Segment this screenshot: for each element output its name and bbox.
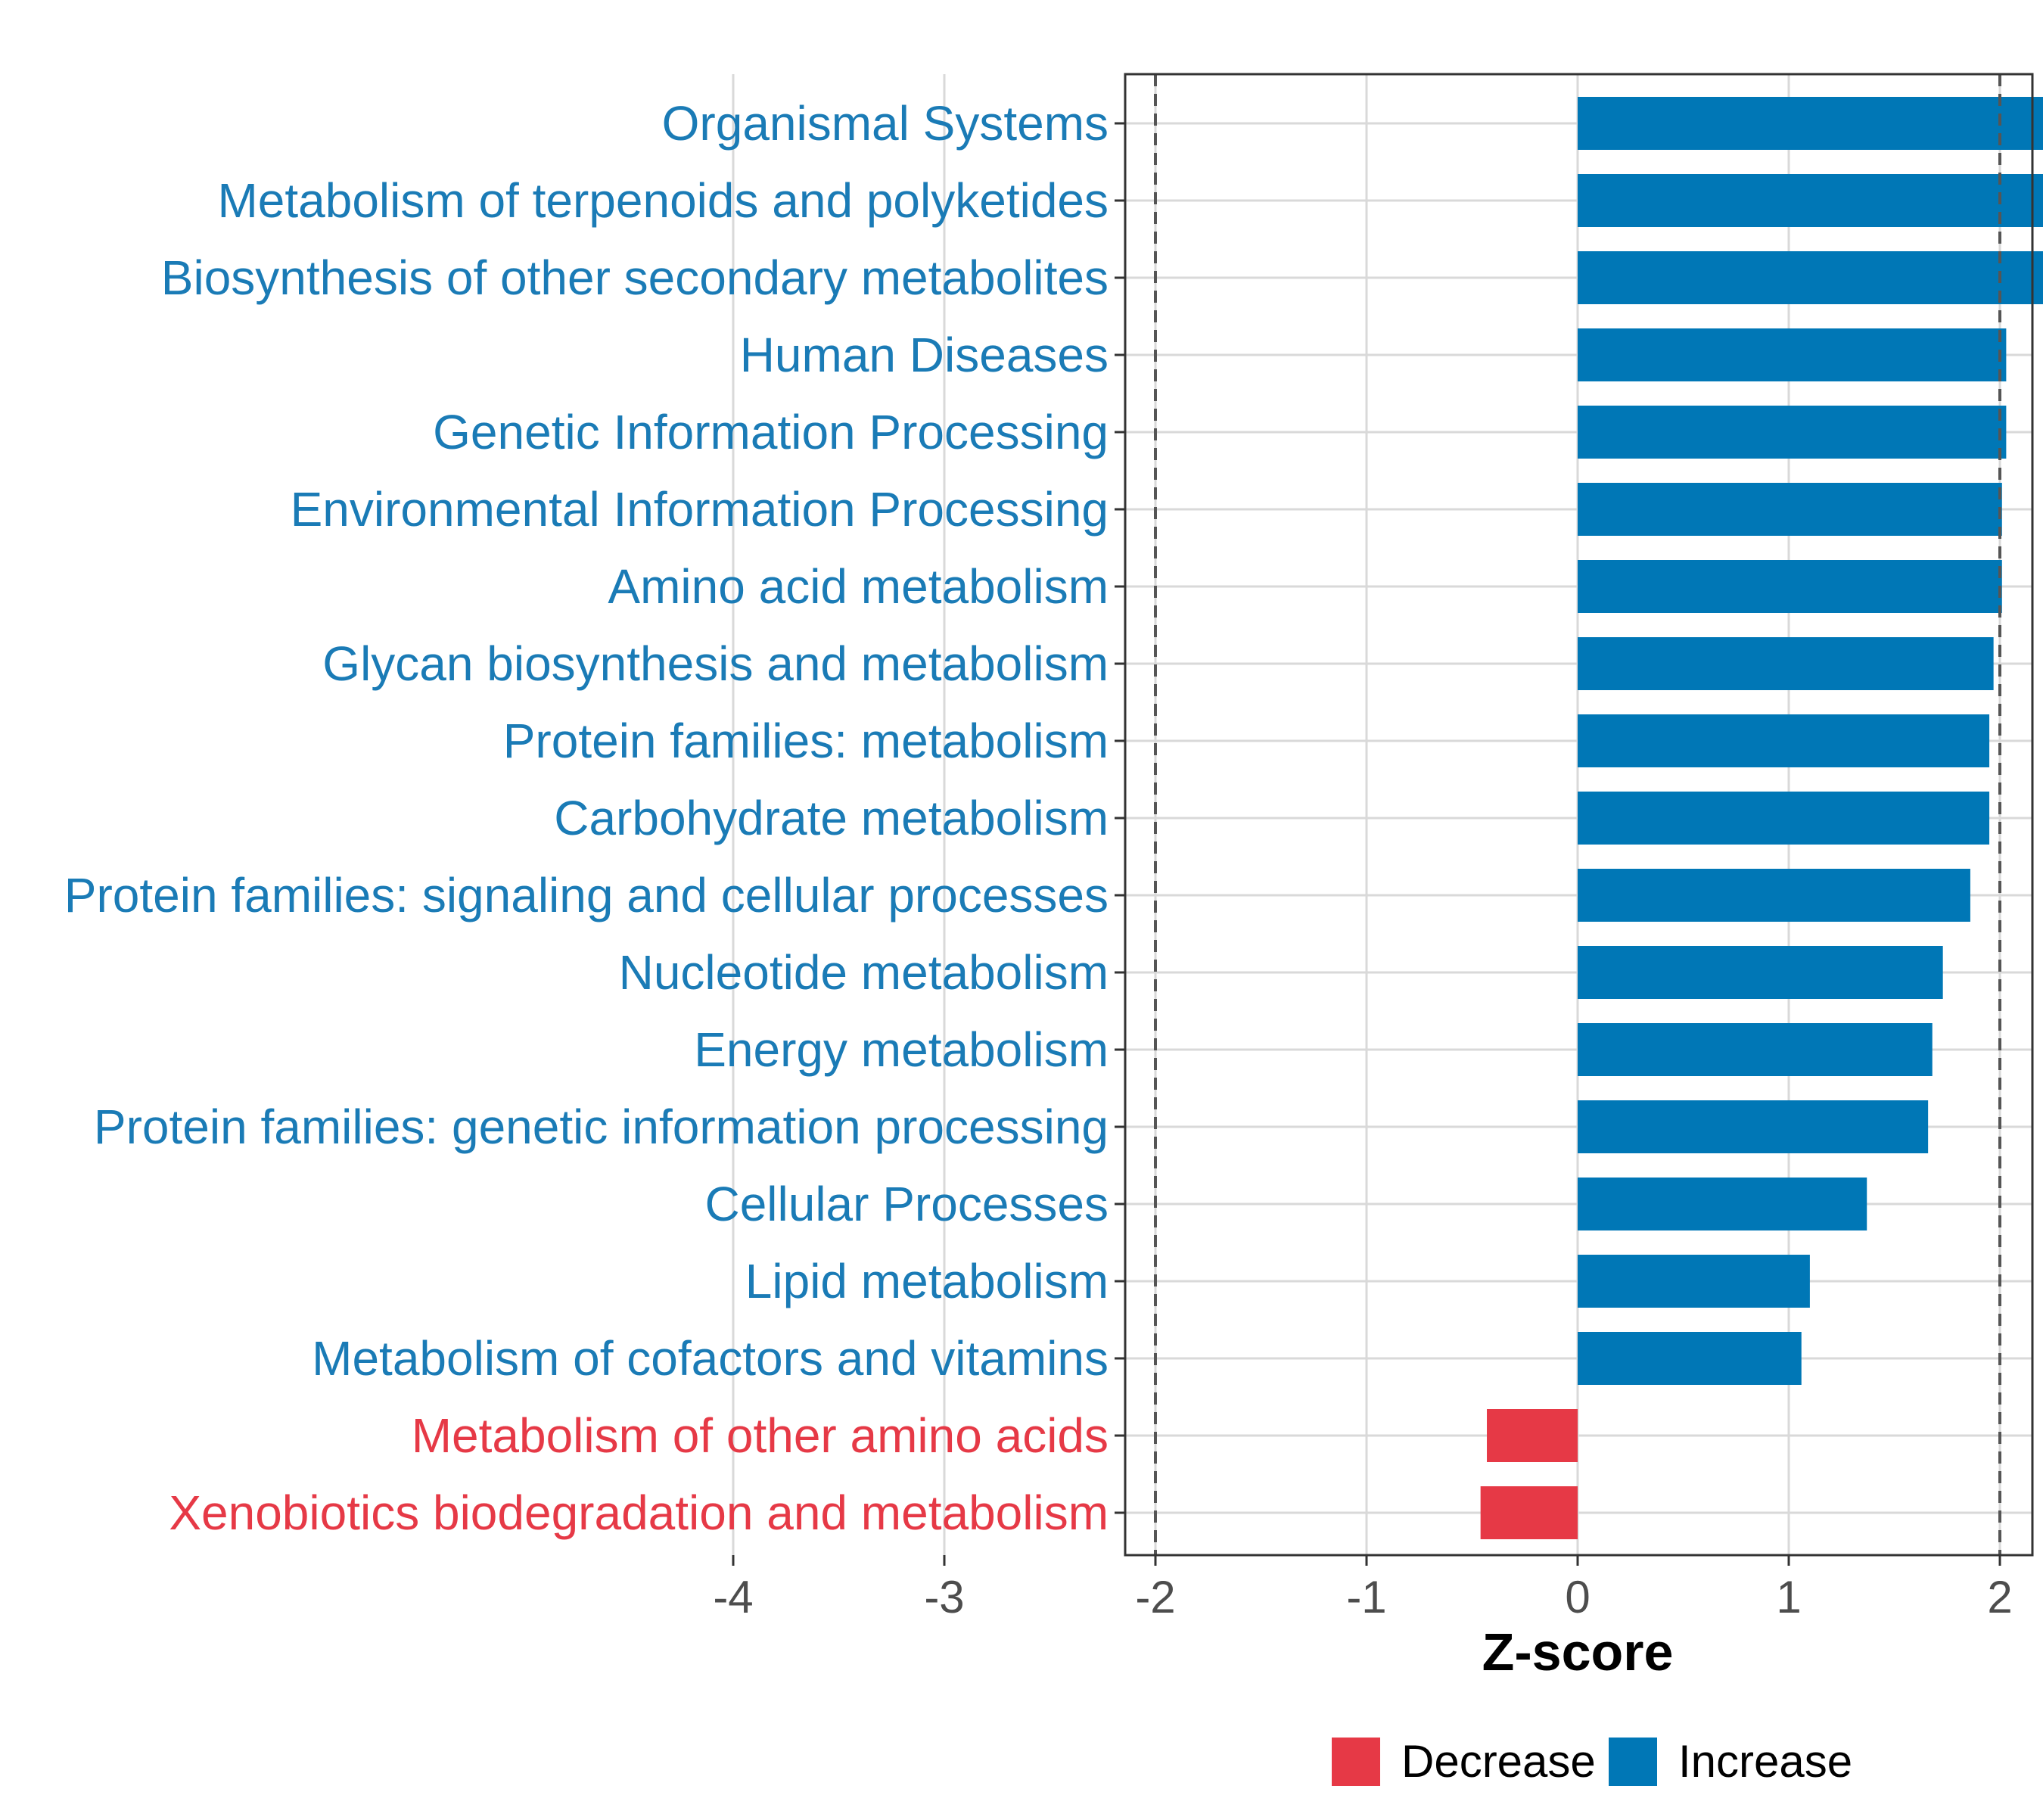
bar-xenobiotics-biodegradation-and-metabolism xyxy=(1480,1486,1578,1539)
bar-environmental-information-processing xyxy=(1578,483,2002,536)
category-label: Lipid metabolism xyxy=(745,1254,1109,1308)
bar-amino-acid-metabolism xyxy=(1578,560,2002,613)
category-label: Human Diseases xyxy=(740,328,1109,382)
bar-protein-families-genetic-information-processing xyxy=(1578,1100,1929,1153)
bar-cellular-processes xyxy=(1578,1178,1867,1230)
category-label: Biosynthesis of other secondary metaboli… xyxy=(161,250,1109,305)
bar-protein-families-metabolism xyxy=(1578,714,1990,767)
bar-glycan-biosynthesis-and-metabolism xyxy=(1578,637,1994,690)
bar-genetic-information-processing xyxy=(1578,406,2007,459)
legend-label-increase: Increase xyxy=(1678,1736,1852,1787)
category-label: Xenobiotics biodegradation and metabolis… xyxy=(169,1486,1109,1540)
category-label: Environmental Information Processing xyxy=(291,482,1109,537)
category-label: Metabolism of terpenoids and polyketides xyxy=(217,173,1109,228)
category-label: Protein families: signaling and cellular… xyxy=(64,868,1109,922)
category-label: Genetic Information Processing xyxy=(433,405,1109,459)
category-label: Glycan biosynthesis and metabolism xyxy=(322,636,1109,691)
bar-carbohydrate-metabolism xyxy=(1578,792,1990,845)
category-label: Energy metabolism xyxy=(694,1022,1109,1077)
x-tick-label: 0 xyxy=(1565,1572,1590,1622)
legend-label-decrease: Decrease xyxy=(1401,1736,1596,1787)
bar-protein-families-signaling-and-cellular-processes xyxy=(1578,869,1970,922)
x-axis-title: Z-score xyxy=(1482,1622,1674,1682)
x-tick-label: 2 xyxy=(1987,1572,2012,1622)
category-label: Metabolism of other amino acids xyxy=(412,1408,1109,1463)
category-label: Amino acid metabolism xyxy=(608,559,1109,614)
bar-energy-metabolism xyxy=(1578,1023,1933,1076)
bar-metabolism-of-other-amino-acids xyxy=(1487,1409,1578,1462)
category-label: Organismal Systems xyxy=(662,96,1109,151)
bar-organismal-systems xyxy=(1578,97,2043,150)
x-tick-label: -1 xyxy=(1346,1572,1386,1622)
legend: Decrease Increase xyxy=(1332,1736,1852,1787)
bar-metabolism-of-terpenoids-and-polyketides xyxy=(1578,174,2043,227)
category-label: Metabolism of cofactors and vitamins xyxy=(312,1331,1109,1386)
legend-swatch-decrease xyxy=(1332,1738,1380,1786)
bar-lipid-metabolism xyxy=(1578,1255,1810,1308)
legend-swatch-increase xyxy=(1609,1738,1657,1786)
category-label: Carbohydrate metabolism xyxy=(554,791,1109,845)
y-axis: Organismal Systems Metabolism of terpenoi… xyxy=(64,96,1125,1540)
x-axis: -4-3-2-101234 xyxy=(713,1555,2013,1622)
bar-human-diseases xyxy=(1578,328,2007,381)
bar-biosynthesis-of-other-secondary-metabolites xyxy=(1578,251,2043,304)
x-tick-label: 1 xyxy=(1776,1572,1801,1622)
category-label: Nucleotide metabolism xyxy=(619,945,1109,1000)
category-label: Protein families: metabolism xyxy=(503,714,1109,768)
x-tick-label: -3 xyxy=(924,1572,964,1622)
x-tick-label: -2 xyxy=(1135,1572,1175,1622)
bar-layer xyxy=(1154,74,2043,1555)
category-label: Protein families: genetic information pr… xyxy=(94,1100,1109,1154)
x-tick-label: -4 xyxy=(713,1572,753,1622)
category-label: Cellular Processes xyxy=(704,1177,1109,1231)
bar-nucleotide-metabolism xyxy=(1578,946,1943,999)
bar-metabolism-of-cofactors-and-vitamins xyxy=(1578,1332,1802,1385)
